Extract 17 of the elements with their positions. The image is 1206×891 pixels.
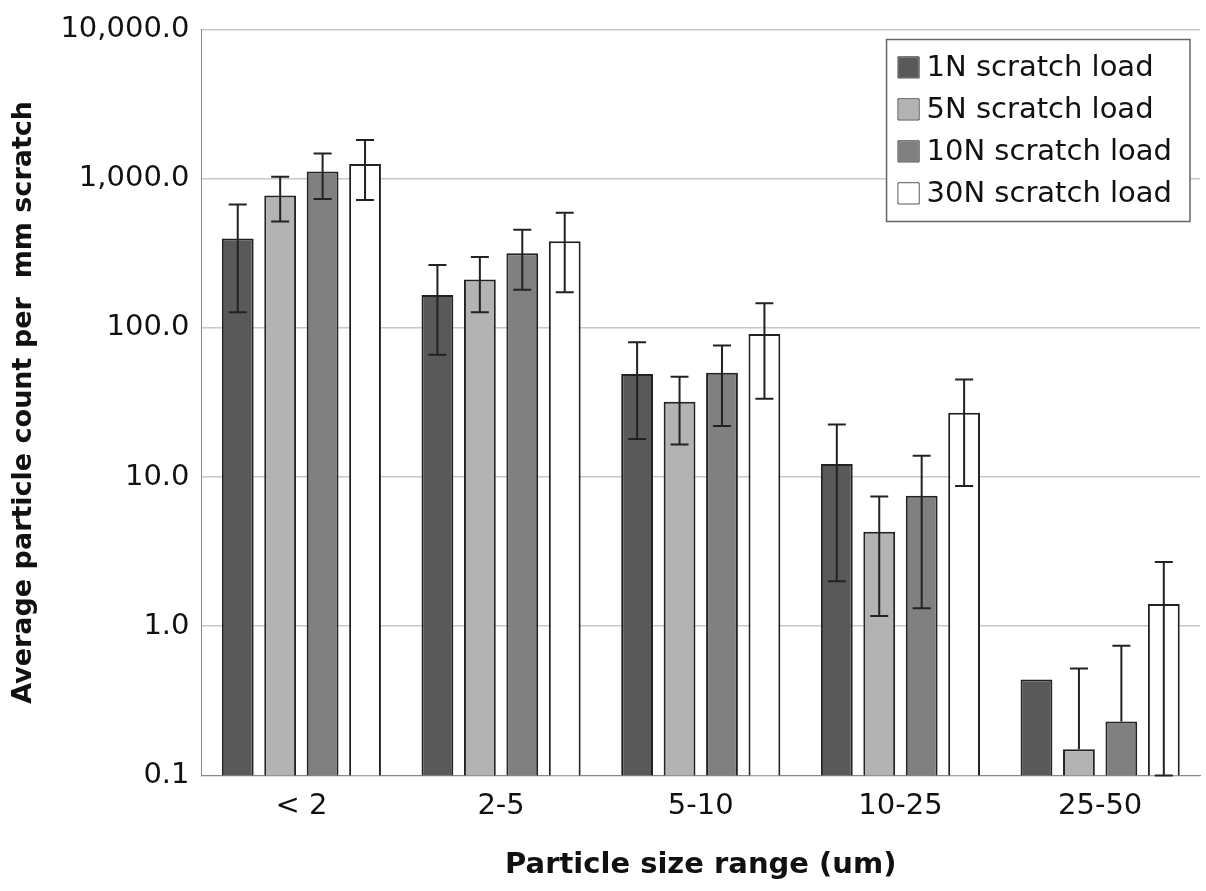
y-axis-title: Average particle count per mm scratch [6,100,38,704]
x-axis-title: Particle size range (um) [505,846,897,881]
y-tick-label: 100.0 [106,308,190,343]
legend-label: 30N scratch load [926,174,1172,209]
y-tick-label: 10,000.0 [60,9,190,44]
x-tick-label: 2-5 [477,787,525,822]
y-tick-label: 1,000.0 [78,159,190,194]
legend-label: 5N scratch load [926,90,1154,125]
y-tick-label: 10.0 [124,457,190,492]
x-tick-label: 5-10 [667,787,734,822]
x-tick-label: < 2 [275,787,328,822]
x-tick-label: 25-50 [1058,787,1143,822]
y-tick-label: 0.1 [143,755,190,790]
x-tick-label: 10-25 [858,787,943,822]
y-tick-label: 1.0 [143,606,190,641]
legend-label: 10N scratch load [926,132,1172,167]
legend-label: 1N scratch load [926,48,1154,83]
